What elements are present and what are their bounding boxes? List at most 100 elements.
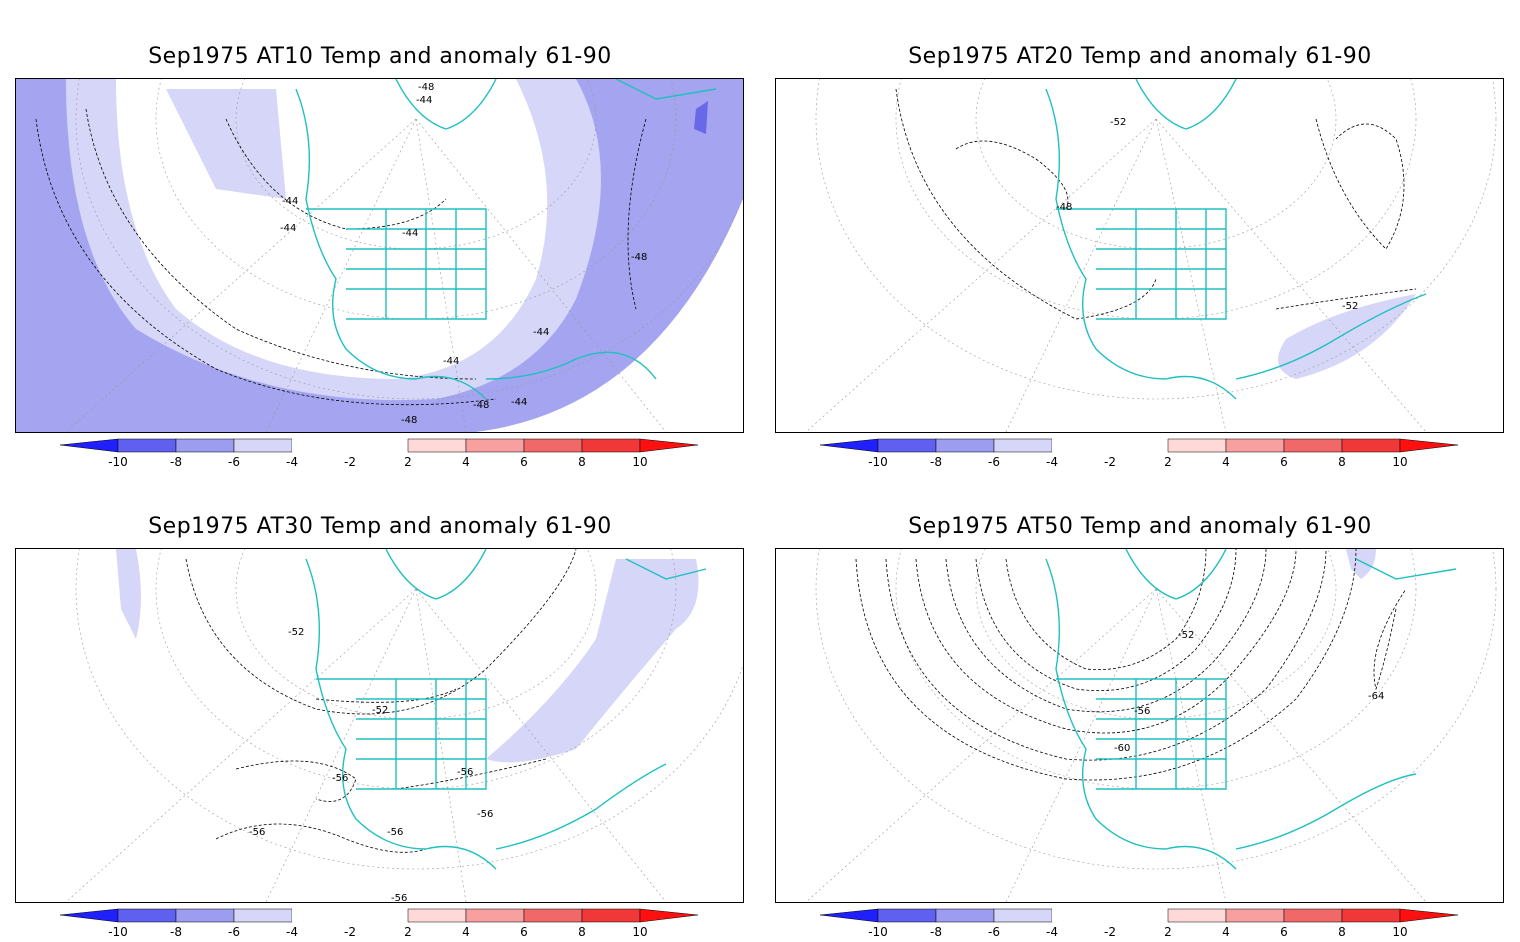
colorbar-segment bbox=[1167, 438, 1227, 453]
colorbar-label: 6 bbox=[1280, 925, 1288, 938]
contour-label: -44 bbox=[533, 327, 549, 338]
map-at20: -52 -48 -52 bbox=[775, 78, 1504, 433]
map-at50-canvas: -52 -56 -60 -64 bbox=[805, 549, 1497, 902]
colorbar-segment bbox=[1225, 438, 1285, 453]
map-at50: -52 -56 -60 -64 bbox=[775, 548, 1504, 903]
colorbar-label: -6 bbox=[988, 455, 1000, 468]
colorbar-label: 6 bbox=[1280, 455, 1288, 468]
colorbar-label: -4 bbox=[286, 455, 298, 468]
map-at30-canvas: -52 -52 -56 -56 -56 -56 -56 -56 bbox=[65, 549, 743, 902]
contour-label: -44 bbox=[282, 196, 298, 207]
colorbar-segment bbox=[1052, 909, 1110, 922]
colorbar-segment bbox=[581, 438, 641, 453]
panel-title-at30: Sep1975 AT30 Temp and anomaly 61-90 bbox=[148, 514, 612, 539]
colorbar-segment bbox=[935, 438, 995, 453]
colorbar-segment bbox=[292, 909, 350, 922]
colorbar-segment bbox=[175, 908, 235, 923]
colorbar-arrow-left bbox=[59, 438, 119, 453]
colorbar-at20: -10 -8 -6 -4 -2 2 4 6 8 10 bbox=[819, 438, 1460, 469]
colorbar-segment bbox=[117, 438, 177, 453]
map-at10: -48 -44 -44 -44 -44 -48 -44 -44 -48 -44 … bbox=[15, 78, 744, 433]
colorbar-arrow-left bbox=[819, 438, 879, 453]
map-at20-canvas: -52 -48 -52 bbox=[805, 79, 1497, 432]
contour-label: -44 bbox=[280, 223, 296, 234]
contour-label: -52 bbox=[1178, 630, 1194, 641]
colorbar-label: -8 bbox=[170, 925, 182, 938]
contour-label: -44 bbox=[443, 356, 459, 367]
colorbar-label: 10 bbox=[1392, 455, 1407, 468]
colorbar-label: 6 bbox=[520, 455, 528, 468]
colorbar-label: -6 bbox=[228, 925, 240, 938]
colorbar-label: 4 bbox=[462, 925, 470, 938]
contour-label: -52 bbox=[372, 705, 388, 716]
contour-label: -56 bbox=[1134, 706, 1150, 717]
contour-label: -56 bbox=[477, 809, 493, 820]
colorbar-label: 8 bbox=[1338, 455, 1346, 468]
panel-title-at10: Sep1975 AT10 Temp and anomaly 61-90 bbox=[148, 44, 612, 69]
colorbar-label: -8 bbox=[170, 455, 182, 468]
contour-label: -56 bbox=[332, 773, 348, 784]
colorbar-label: -6 bbox=[228, 455, 240, 468]
contour-label: -48 bbox=[401, 415, 417, 426]
colorbar-label: -2 bbox=[344, 455, 356, 468]
colorbar-label: 8 bbox=[578, 455, 586, 468]
colorbar-label: -4 bbox=[1046, 455, 1058, 468]
colorbar-segment bbox=[581, 908, 641, 923]
colorbar-segment bbox=[1341, 438, 1401, 453]
contour-label: -60 bbox=[1114, 743, 1130, 754]
contour-label: -48 bbox=[631, 252, 647, 263]
contour-label: -52 bbox=[1342, 301, 1358, 312]
colorbar-label: -4 bbox=[1046, 925, 1058, 938]
colorbar-at30: -10 -8 -6 -4 -2 2 4 6 8 10 bbox=[59, 908, 700, 939]
contour-label: -52 bbox=[288, 627, 304, 638]
colorbar-label: 8 bbox=[578, 925, 586, 938]
colorbar-segment bbox=[1283, 908, 1343, 923]
contour-label: -56 bbox=[457, 767, 473, 778]
colorbar-label: 4 bbox=[462, 455, 470, 468]
colorbar-segment bbox=[350, 909, 408, 922]
colorbar-canvas: -10 -8 -6 -4 -2 2 4 6 8 10 bbox=[819, 908, 1459, 939]
colorbar-label: 8 bbox=[1338, 925, 1346, 938]
colorbar-segment bbox=[407, 908, 467, 923]
colorbar-arrow-right bbox=[1399, 438, 1459, 453]
colorbar-segment bbox=[1225, 908, 1285, 923]
colorbar-segment bbox=[523, 908, 583, 923]
contour-label: -56 bbox=[249, 827, 265, 838]
colorbar-arrow-left bbox=[819, 908, 879, 923]
colorbar-label: -6 bbox=[988, 925, 1000, 938]
colorbar-segment bbox=[993, 908, 1053, 923]
colorbar-segment bbox=[292, 439, 350, 452]
contour-label: -64 bbox=[1368, 691, 1384, 702]
colorbar-segment bbox=[175, 438, 235, 453]
colorbar-label: 4 bbox=[1222, 925, 1230, 938]
colorbar-segment bbox=[1110, 909, 1168, 922]
colorbar-label: 2 bbox=[1164, 925, 1172, 938]
colorbar-label: -4 bbox=[286, 925, 298, 938]
colorbar-canvas: -10 -8 -6 -4 -2 2 4 6 8 10 bbox=[59, 908, 699, 939]
colorbar-label: -10 bbox=[868, 455, 888, 468]
contour-label: -48 bbox=[418, 82, 434, 93]
contour-label: -52 bbox=[1110, 117, 1126, 128]
colorbar-segment bbox=[523, 438, 583, 453]
colorbar-label: 2 bbox=[404, 455, 412, 468]
colorbar-segment bbox=[233, 438, 293, 453]
colorbar-segment bbox=[877, 438, 937, 453]
colorbar-canvas: -10 -8 -6 -4 -2 2 4 6 8 10 bbox=[819, 438, 1459, 469]
colorbar-segment bbox=[117, 908, 177, 923]
colorbar-label: 4 bbox=[1222, 455, 1230, 468]
colorbar-label: -10 bbox=[108, 455, 128, 468]
colorbar-label: 2 bbox=[404, 925, 412, 938]
colorbar-label: -8 bbox=[930, 925, 942, 938]
contour-label: -44 bbox=[402, 228, 418, 239]
map-at30: -52 -52 -56 -56 -56 -56 -56 -56 bbox=[15, 548, 744, 903]
colorbar-segment bbox=[1052, 439, 1110, 452]
colorbar-label: -10 bbox=[108, 925, 128, 938]
colorbar-label: 6 bbox=[520, 925, 528, 938]
contour-label: -56 bbox=[387, 827, 403, 838]
colorbar-label: -8 bbox=[930, 455, 942, 468]
colorbar-segment bbox=[935, 908, 995, 923]
colorbar-label: -2 bbox=[1104, 455, 1116, 468]
colorbar-label: 10 bbox=[632, 455, 647, 468]
colorbar-at10: -10 -8 -6 -4 -2 2 4 6 8 10 bbox=[59, 438, 700, 469]
colorbar-segment bbox=[465, 908, 525, 923]
